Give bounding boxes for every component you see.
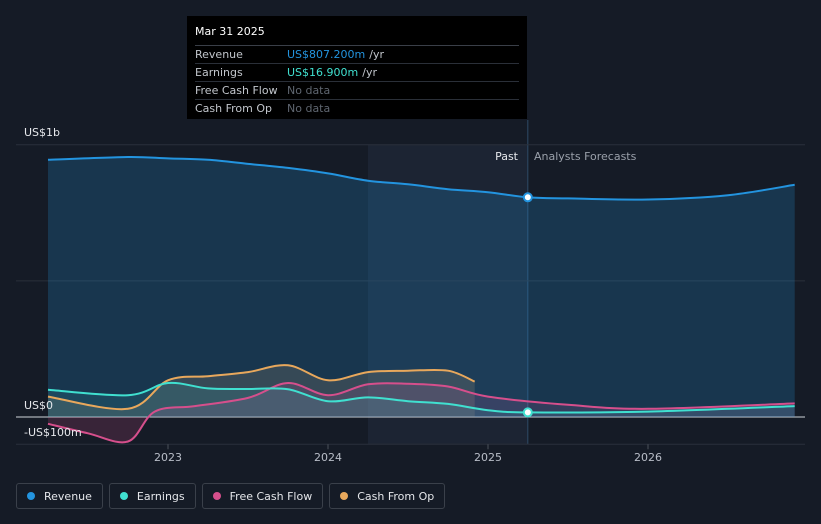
legend-label: Free Cash Flow [229, 489, 313, 503]
tooltip-row-fcf: Free Cash Flow No data [195, 82, 519, 100]
tooltip: Mar 31 2025 Revenue US$807.200m /yr Earn… [187, 16, 527, 119]
legend-item-free-cash-flow[interactable]: Free Cash Flow [201, 483, 324, 509]
x-tick-label: 2026 [634, 451, 662, 464]
legend-item-cash-from-op[interactable]: Cash From Op [329, 483, 446, 509]
legend-dot-icon [340, 492, 349, 500]
series-line-revenue [47, 155, 795, 201]
tooltip-row-cfo: Cash From Op No data [195, 100, 519, 117]
legend-dot-icon [212, 492, 221, 500]
tooltip-value: US$16.900m [287, 66, 359, 79]
tooltip-value: No data [287, 102, 331, 115]
chart-area: US$1b US$0 -US$100m Past Analysts Foreca… [16, 120, 805, 464]
tooltip-value: No data [287, 84, 331, 97]
series-line-earnings [47, 381, 795, 414]
y-axis-label-top: US$1b [24, 126, 60, 139]
forecast-label: Analysts Forecasts [534, 150, 637, 163]
x-tick-label: 2023 [154, 451, 182, 464]
y-axis-label-zero: US$0 [24, 399, 53, 412]
series-line-free-cash-flow [47, 381, 795, 444]
legend-dot-icon [27, 492, 35, 500]
series-area-cash-from-op [48, 365, 475, 417]
legend-dot-icon [119, 492, 128, 500]
tooltip-row-revenue: Revenue US$807.200m /yr [195, 46, 519, 64]
tooltip-row-earnings: Earnings US$16.900m /yr [195, 64, 519, 82]
x-tick-label: 2025 [474, 451, 502, 464]
past-label: Past [495, 150, 519, 163]
legend-item-earnings[interactable]: Earnings [108, 483, 196, 509]
tooltip-unit: /yr [369, 48, 384, 61]
y-axis-label-bottom: -US$100m [24, 426, 82, 439]
series-area-revenue [48, 156, 795, 417]
tooltip-date: Mar 31 2025 [195, 23, 519, 46]
tooltip-unit: /yr [362, 66, 377, 79]
tooltip-label: Cash From Op [195, 102, 273, 115]
series-area-free-cash-flow [48, 382, 795, 443]
tooltip-label: Free Cash Flow [195, 84, 278, 97]
legend: Revenue Earnings Free Cash Flow Cash Fro… [16, 483, 446, 511]
x-tick-label: 2024 [314, 451, 342, 464]
tooltip-label: Earnings [195, 66, 243, 79]
revenue-highlight-point [522, 192, 533, 203]
earnings-highlight-point [522, 407, 533, 418]
tooltip-value: US$807.200m [287, 48, 366, 61]
tooltip-label: Revenue [195, 48, 243, 61]
legend-label: Cash From Op [357, 489, 435, 503]
legend-item-revenue[interactable]: Revenue [16, 483, 103, 509]
series-line-cash-from-op [47, 364, 476, 411]
legend-label: Earnings [136, 489, 185, 503]
series-area-earnings [48, 382, 795, 417]
legend-label: Revenue [44, 489, 92, 503]
